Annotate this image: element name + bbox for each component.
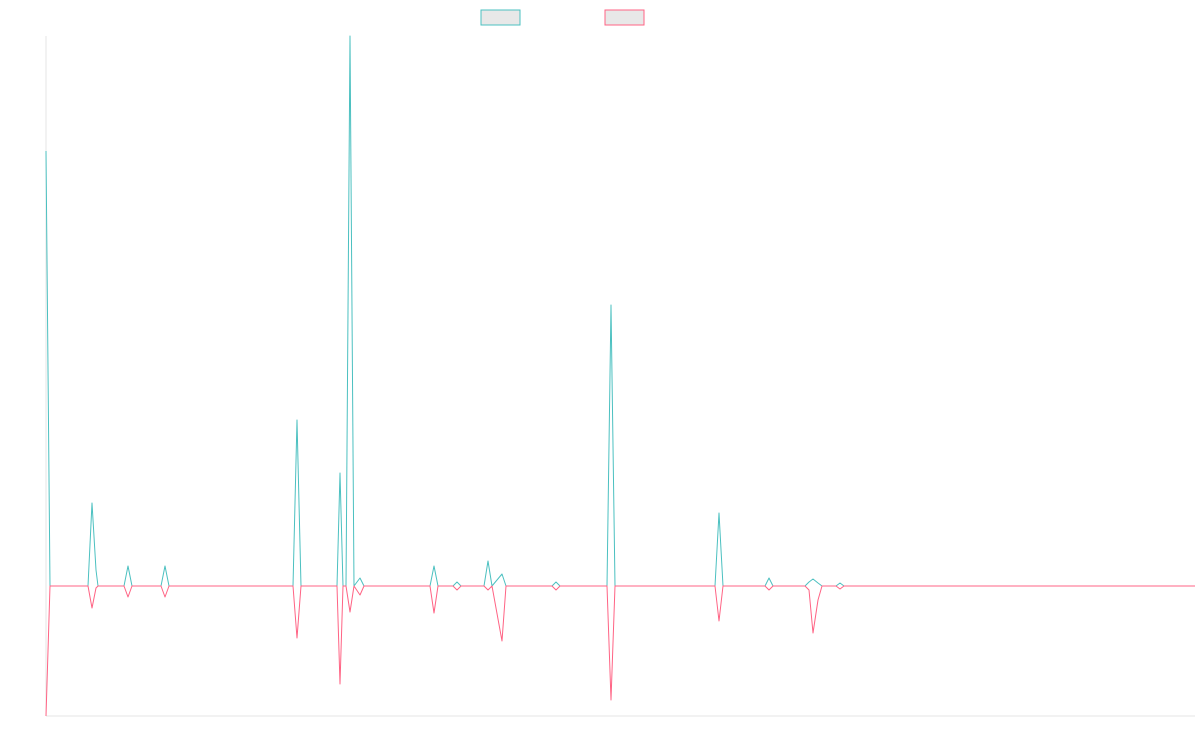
legend-swatch <box>480 9 521 26</box>
data-line <box>45 35 1195 587</box>
data-line <box>45 585 1195 717</box>
legend-swatch <box>604 9 645 26</box>
